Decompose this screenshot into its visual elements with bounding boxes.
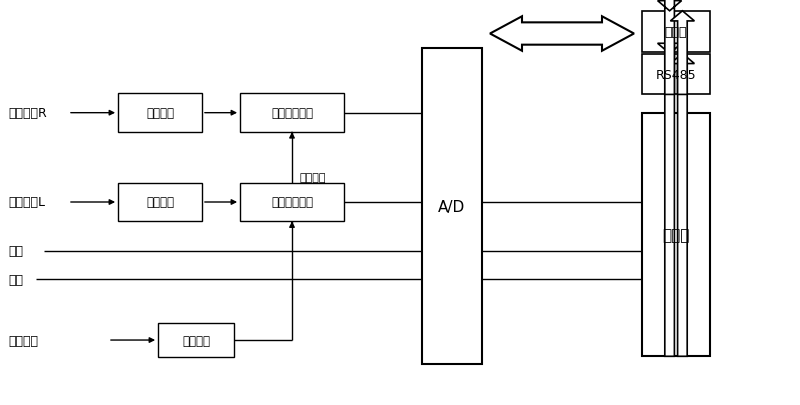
- Polygon shape: [658, 2, 682, 95]
- Text: 锁位模块: 锁位模块: [146, 107, 174, 120]
- Text: 放电脉冲: 放电脉冲: [300, 172, 326, 182]
- Polygon shape: [658, 44, 682, 356]
- Text: 剂量脉冲L: 剂量脉冲L: [8, 196, 45, 209]
- Polygon shape: [670, 54, 694, 356]
- Text: 同步脉冲: 同步脉冲: [8, 334, 38, 347]
- Bar: [158, 323, 234, 357]
- Polygon shape: [670, 12, 694, 95]
- Polygon shape: [490, 17, 634, 51]
- Text: 差分模块: 差分模块: [182, 334, 210, 347]
- Bar: [240, 94, 344, 132]
- Text: 剂量脉冲R: 剂量脉冲R: [8, 107, 46, 120]
- Text: 脉冲积分模块: 脉冲积分模块: [271, 107, 313, 120]
- Bar: [642, 12, 710, 53]
- Bar: [642, 113, 710, 356]
- Text: 锁位模块: 锁位模块: [146, 196, 174, 209]
- Bar: [422, 49, 482, 365]
- Bar: [240, 183, 344, 222]
- Text: 脉冲积分模块: 脉冲积分模块: [271, 196, 313, 209]
- Bar: [642, 55, 710, 95]
- Bar: [118, 94, 202, 132]
- Text: 工控机: 工控机: [665, 26, 687, 39]
- Text: A/D: A/D: [438, 199, 466, 214]
- Text: 温度: 温度: [8, 245, 23, 258]
- Text: 单片机: 单片机: [662, 228, 690, 242]
- Bar: [118, 183, 202, 222]
- Text: RS485: RS485: [656, 68, 696, 81]
- Text: 压力: 压力: [8, 273, 23, 286]
